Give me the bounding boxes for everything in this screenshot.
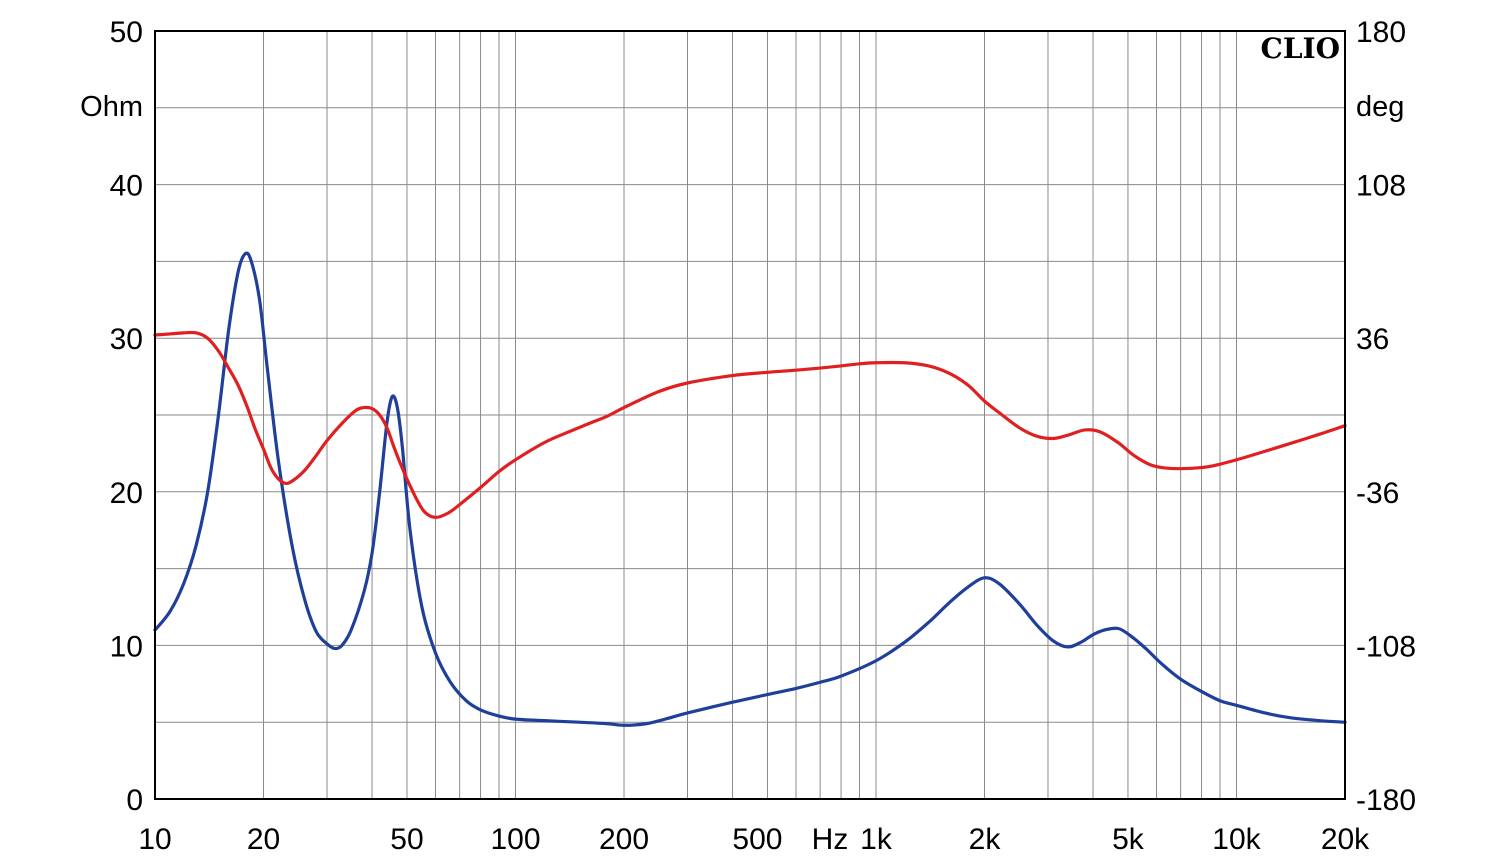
brand-logo: CLIO [1261, 32, 1340, 65]
grid [154, 30, 1346, 800]
y-left-tick-label: 10 [110, 630, 143, 663]
x-tick-label: 10k [1212, 823, 1261, 856]
y-left-tick-label: 40 [110, 170, 143, 203]
y-left-tick-label: 0 [126, 784, 143, 817]
x-tick-label: 10 [138, 823, 171, 856]
x-tick-label: 5k [1112, 823, 1145, 856]
x-tick-label: 20 [247, 823, 280, 856]
phase-curve [153, 330, 1347, 519]
y-right-tick-label: 180 [1356, 16, 1406, 49]
x-tick-label: 20k [1321, 823, 1370, 856]
x-tick-label: 1k [860, 823, 893, 856]
x-unit-label: Hz [812, 823, 849, 856]
y-left-tick-label: 30 [110, 323, 143, 356]
y-right-tick-label: -180 [1356, 784, 1416, 817]
x-tick-label: 50 [390, 823, 423, 856]
x-tick-label: 200 [599, 823, 649, 856]
x-tick-label: 500 [732, 823, 782, 856]
impedance-curve [153, 251, 1347, 727]
y-right-tick-label: -36 [1356, 477, 1399, 510]
x-tick-label: 100 [490, 823, 540, 856]
left-axis-unit: Ohm [80, 91, 143, 123]
x-tick-label: 2k [969, 823, 1002, 856]
series-layer [153, 251, 1347, 727]
y-right-tick-label: 36 [1356, 323, 1389, 356]
y-left-tick-label: 50 [110, 16, 143, 49]
y-right-tick-label: -108 [1356, 630, 1416, 663]
plot-frame [154, 30, 1346, 800]
right-axis-unit: deg [1356, 91, 1404, 123]
y-left-tick-label: 20 [110, 477, 143, 510]
tick-labels: 10 20 50 100 200 500 1k 2k 5k 10k 20k Hz 0 10 20 30 40 50… [110, 16, 1416, 856]
y-right-tick-label: 108 [1356, 170, 1406, 203]
